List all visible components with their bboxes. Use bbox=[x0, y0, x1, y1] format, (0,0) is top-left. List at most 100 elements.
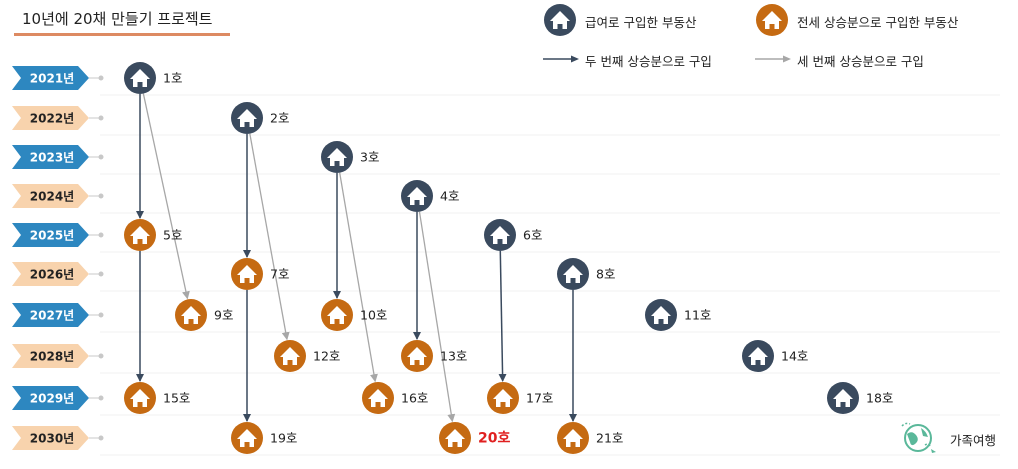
year-tag: 2029년 bbox=[12, 386, 104, 410]
house-label: 1호 bbox=[163, 71, 182, 86]
house-label: 13호 bbox=[440, 349, 467, 364]
legend-graphics bbox=[543, 4, 791, 63]
house-salary: 4호 bbox=[401, 180, 459, 212]
house-icon bbox=[130, 226, 150, 244]
house-jeonse: 9호 bbox=[175, 299, 233, 331]
third-increase-arrow bbox=[418, 211, 456, 423]
house-icon bbox=[130, 389, 150, 407]
house-label: 21호 bbox=[596, 431, 623, 446]
house-jeonse: 16호 bbox=[362, 382, 428, 414]
second-increase-arrow bbox=[498, 250, 507, 383]
house-label: 2호 bbox=[270, 111, 289, 126]
house-icon bbox=[327, 306, 347, 324]
third-increase-arrow bbox=[339, 172, 378, 383]
house-salary: 3호 bbox=[321, 141, 379, 173]
house-icon bbox=[651, 306, 671, 324]
legend-salary-label: 급여로 구입한 부동산 bbox=[585, 15, 697, 30]
house-label: 10호 bbox=[360, 308, 387, 323]
house-label: 19호 bbox=[270, 431, 297, 446]
house-icon bbox=[280, 347, 300, 365]
year-label: 2029년 bbox=[30, 392, 74, 406]
house-icon bbox=[327, 148, 347, 166]
house-icon bbox=[563, 429, 583, 447]
legend-dark-arrow-icon bbox=[543, 55, 579, 63]
house-salary: 11호 bbox=[645, 299, 711, 331]
house-jeonse: 12호 bbox=[274, 340, 340, 372]
house-salary: 6호 bbox=[484, 219, 542, 251]
house-salary: 14호 bbox=[742, 340, 808, 372]
legend-jeonse-label: 전세 상승분으로 구입한 부동산 bbox=[797, 15, 959, 30]
year-tag: 2021년 bbox=[12, 66, 104, 90]
year-tag: 2030년 bbox=[12, 426, 104, 450]
legend: 급여로 구입한 부동산 전세 상승분으로 구입한 부동산 두 번째 상승분으로 … bbox=[0, 0, 1018, 80]
year-label: 2022년 bbox=[30, 112, 74, 126]
year-tag: 2027년 bbox=[12, 303, 104, 327]
third-increase-arrow bbox=[142, 93, 190, 300]
legend-third-label: 세 번째 상승분으로 구입 bbox=[797, 54, 924, 69]
house-jeonse: 15호 bbox=[124, 382, 190, 414]
house-icon bbox=[237, 265, 257, 283]
house-salary: 2호 bbox=[231, 102, 289, 134]
globe-plane-icon bbox=[901, 422, 936, 453]
house-icon bbox=[748, 347, 768, 365]
house-salary: 8호 bbox=[557, 258, 615, 290]
house-label: 20호 bbox=[478, 431, 510, 447]
house-label: 12호 bbox=[313, 349, 340, 364]
year-label: 2021년 bbox=[30, 72, 74, 86]
year-label: 2030년 bbox=[30, 432, 74, 446]
year-label: 2026년 bbox=[30, 268, 74, 282]
house-label: 18호 bbox=[866, 391, 893, 406]
house-jeonse: 5호 bbox=[124, 219, 182, 251]
year-label: 2024년 bbox=[30, 190, 74, 204]
house-label: 14호 bbox=[781, 349, 808, 364]
year-label: 2027년 bbox=[30, 309, 74, 323]
house-jeonse: 10호 bbox=[321, 299, 387, 331]
house-label: 16호 bbox=[401, 391, 428, 406]
house-jeonse: 13호 bbox=[401, 340, 467, 372]
house-icon bbox=[563, 265, 583, 283]
house-icon bbox=[237, 429, 257, 447]
legend-gray-arrow-icon bbox=[755, 55, 791, 63]
house-jeonse: 20호 bbox=[439, 422, 510, 454]
house-icon bbox=[368, 389, 388, 407]
footer-label: 가족여행 bbox=[950, 433, 997, 448]
year-label: 2023년 bbox=[30, 151, 74, 165]
legend-salary-icon bbox=[544, 4, 576, 36]
year-tag: 2022년 bbox=[12, 106, 104, 130]
year-tag: 2026년 bbox=[12, 262, 104, 286]
year-tag: 2023년 bbox=[12, 145, 104, 169]
house-jeonse: 21호 bbox=[557, 422, 623, 454]
house-label: 8호 bbox=[596, 267, 615, 282]
house-icon bbox=[833, 389, 853, 407]
house-icon bbox=[407, 347, 427, 365]
title-underline bbox=[14, 33, 230, 36]
house-label: 6호 bbox=[523, 228, 542, 243]
legend-jeonse-icon bbox=[756, 4, 788, 36]
house-label: 4호 bbox=[440, 189, 459, 204]
house-icon bbox=[181, 306, 201, 324]
house-salary: 18호 bbox=[827, 382, 893, 414]
house-jeonse: 17호 bbox=[487, 382, 553, 414]
house-icon bbox=[407, 187, 427, 205]
house-label: 17호 bbox=[526, 391, 553, 406]
house-icon bbox=[445, 429, 465, 447]
house-label: 7호 bbox=[270, 267, 289, 282]
year-label: 2028년 bbox=[30, 350, 74, 364]
third-increase-arrow bbox=[249, 133, 290, 341]
house-label: 9호 bbox=[214, 308, 233, 323]
house-salary: 1호 bbox=[124, 62, 182, 94]
house-icon bbox=[237, 109, 257, 127]
house-label: 11호 bbox=[684, 308, 711, 323]
house-icon bbox=[490, 226, 510, 244]
house-jeonse: 19호 bbox=[231, 422, 297, 454]
year-label: 2025년 bbox=[30, 229, 74, 243]
house-icon bbox=[130, 69, 150, 87]
year-tag: 2024년 bbox=[12, 184, 104, 208]
house-label: 5호 bbox=[163, 228, 182, 243]
page-title: 10년에 20채 만들기 프로젝트 bbox=[22, 10, 213, 28]
year-tag: 2025년 bbox=[12, 223, 104, 247]
house-label: 15호 bbox=[163, 391, 190, 406]
house-jeonse: 7호 bbox=[231, 258, 289, 290]
house-icon bbox=[493, 389, 513, 407]
